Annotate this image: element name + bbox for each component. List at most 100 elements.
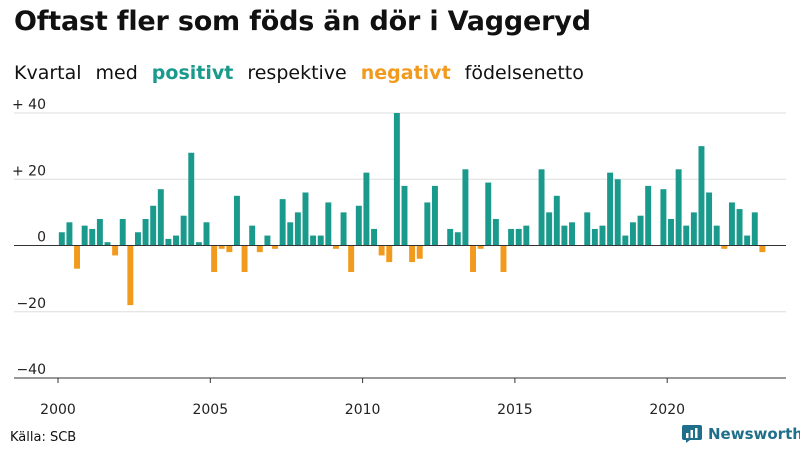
y-tick-label: + 20 — [12, 163, 46, 179]
bar-positive — [584, 212, 591, 246]
bar-positive — [637, 215, 644, 246]
bar-positive — [424, 202, 431, 246]
bar-positive — [393, 113, 400, 246]
bar-positive — [142, 219, 149, 246]
x-tick-label: 2020 — [649, 402, 685, 418]
bar-negative — [226, 245, 233, 253]
bar-positive — [736, 209, 743, 246]
bar-negative — [74, 245, 81, 269]
bar-positive — [744, 235, 751, 246]
brand-logo[interactable]: Newsworthy — [682, 425, 800, 443]
bar-negative — [409, 245, 416, 263]
chart-subtitle: Kvartal med positivt respektive negativt föde… — [14, 62, 598, 84]
bar-positive — [66, 222, 73, 246]
bar-positive — [173, 235, 179, 246]
bar-positive — [508, 228, 515, 246]
bar-positive — [317, 235, 324, 246]
bar-positive — [622, 235, 629, 246]
x-tick-labels: 2000 2005 2010 2015 2020 — [40, 402, 685, 418]
bar-positive — [523, 225, 530, 246]
x-tick-label: 2000 — [40, 402, 76, 418]
bar-positive — [675, 169, 682, 246]
bar-negative — [477, 245, 484, 249]
bar-negative — [112, 245, 119, 256]
bar-positive — [401, 185, 408, 246]
bar-positive — [287, 222, 294, 246]
brand-name: Newsworthy — [708, 425, 800, 443]
chart-title: Oftast fler som föds än dör i Vaggeryd — [14, 6, 591, 37]
y-tick-label: + 40 — [12, 97, 46, 113]
bar-positive — [134, 232, 141, 246]
bar-positive — [569, 222, 575, 246]
bar-negative — [332, 245, 339, 249]
bar-chart-logo-icon — [682, 425, 702, 443]
bar-positive — [188, 152, 195, 246]
bar-positive — [728, 202, 735, 246]
x-tick-label: 2010 — [345, 402, 381, 418]
x-tick-label: 2005 — [192, 402, 228, 418]
bar-positive — [538, 169, 545, 246]
bar-positive — [431, 185, 438, 246]
subtitle-respektive: respektive — [247, 62, 347, 84]
bar-positive — [195, 242, 202, 246]
bar-negative — [127, 245, 134, 306]
bar-positive — [607, 172, 614, 246]
bar-positive — [96, 219, 103, 246]
x-axis — [14, 245, 786, 383]
subtitle-negative: negativt — [360, 62, 451, 84]
bar-negative — [378, 245, 385, 256]
bar-positive — [157, 189, 164, 246]
subtitle-med: med — [95, 62, 138, 84]
bar-positive — [645, 185, 652, 246]
bar-positive — [249, 225, 256, 246]
bar-positive — [363, 172, 370, 246]
subtitle-rest: födelsenetto — [464, 62, 584, 84]
bar-positive — [340, 212, 347, 246]
bar-positive — [553, 195, 560, 246]
bar-positive — [690, 212, 697, 246]
bar-negative — [500, 245, 507, 272]
bar-negative — [241, 245, 248, 272]
x-tick-label: 2015 — [497, 402, 533, 418]
bar-positive — [683, 225, 690, 246]
bar-positive — [751, 212, 758, 246]
bar-positive — [492, 219, 499, 246]
bar-positive — [515, 228, 522, 246]
bar-positive — [462, 169, 469, 246]
bar-positive — [706, 192, 713, 246]
bar-positive — [294, 212, 301, 246]
y-tick-labels: + 40 + 20 0 −20 −40 — [12, 97, 46, 378]
bar-positive — [180, 215, 187, 246]
bar-negative — [470, 245, 476, 272]
bar-positive — [119, 219, 126, 246]
bar-positive — [629, 222, 636, 246]
bar-positive — [454, 232, 461, 246]
bar-positive — [104, 242, 111, 246]
bar-positive — [591, 228, 598, 246]
bar-negative — [348, 245, 355, 272]
bar-positive — [371, 228, 377, 246]
bar-positive — [81, 225, 88, 246]
bar-positive — [310, 235, 317, 246]
bar-negative — [218, 245, 225, 249]
bar-positive — [713, 225, 720, 246]
bar-positive — [485, 182, 492, 246]
bar-negative — [272, 245, 278, 249]
bar-positive — [165, 238, 172, 246]
bar-negative — [211, 245, 218, 272]
bar-positive — [355, 205, 362, 246]
bar-positive — [614, 179, 621, 246]
bar-negative — [256, 245, 263, 253]
bar-positive — [698, 146, 705, 246]
bar-positive — [660, 189, 667, 246]
bars — [58, 113, 766, 306]
y-tick-label: 0 — [37, 230, 46, 246]
bar-positive — [325, 202, 332, 246]
bar-positive — [233, 195, 240, 246]
bar-negative — [721, 245, 728, 249]
bar-positive — [279, 199, 286, 246]
bar-positive — [546, 212, 553, 246]
bar-positive — [150, 205, 157, 246]
y-tick-label: −40 — [16, 362, 46, 378]
